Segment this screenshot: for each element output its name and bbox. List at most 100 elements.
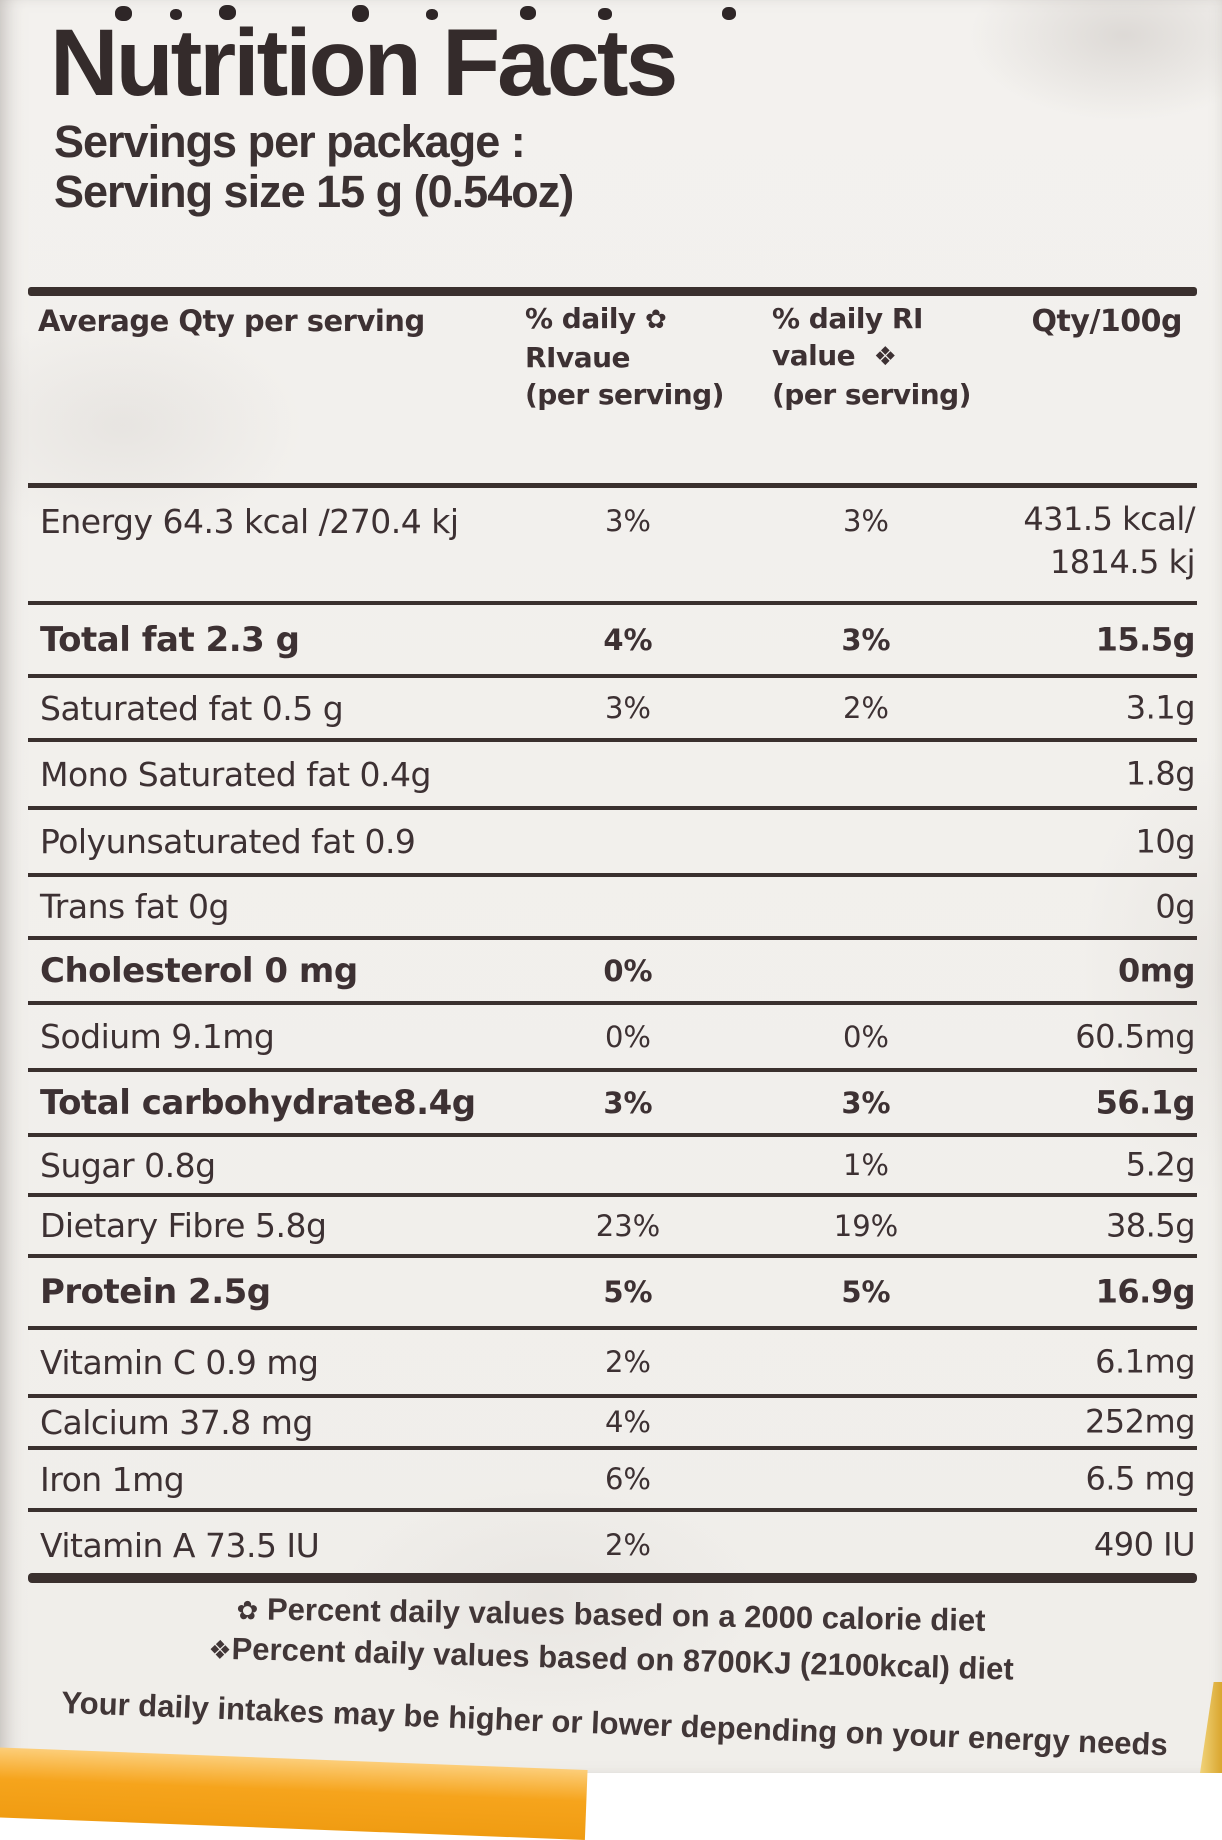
daily-ri-value-per-serving-1: 3% bbox=[603, 1085, 653, 1120]
table-row: Vitamin C 0.9 mg 2% 6.1mg bbox=[28, 1330, 1197, 1398]
nutrient-label: Cholesterol 0 mg bbox=[40, 950, 358, 991]
cropped-glyph-dot bbox=[170, 9, 182, 20]
qty-per-100g: 10g bbox=[1135, 821, 1195, 860]
qty-per-100g: 490 IU bbox=[1093, 1525, 1196, 1564]
daily-ri-value-per-serving-2: 2% bbox=[842, 691, 889, 725]
cropped-glyph-dot bbox=[520, 6, 536, 20]
daily-ri-value-per-serving-1: 4% bbox=[604, 1405, 651, 1439]
daily-ri-value-per-serving-1: 0% bbox=[603, 953, 653, 988]
nutrition-table: Energy 64.3 kcal /270.4 kj 3% 3% 431.5 kcal… bbox=[28, 483, 1197, 1578]
header-line: % daily RI bbox=[772, 302, 923, 335]
cropped-glyph-dot bbox=[352, 5, 369, 22]
table-row: Trans fat 0g 0g bbox=[28, 877, 1197, 940]
table-row: Polyunsaturated fat 0.9 10g bbox=[28, 810, 1197, 877]
daily-ri-value-per-serving-1: 2% bbox=[604, 1528, 651, 1562]
column-header-average-qty: Average Qty per serving bbox=[38, 304, 425, 338]
cropped-glyph-dot bbox=[115, 6, 132, 21]
qty-per-100g: 252mg bbox=[1084, 1402, 1196, 1441]
nutrient-label: Iron 1mg bbox=[40, 1459, 185, 1499]
qty-per-100g: 6.1mg bbox=[1095, 1342, 1195, 1381]
daily-ri-value-per-serving-2: 3% bbox=[841, 1085, 891, 1120]
column-header-daily-ri-value-2: % daily RI value ❖ (per serving) bbox=[772, 300, 971, 413]
cropped-glyph-dot bbox=[598, 8, 612, 20]
daily-ri-value-per-serving-1: 5% bbox=[603, 1275, 653, 1309]
diamond-symbol: ❖ bbox=[873, 342, 897, 372]
table-row: Iron 1mg 6% 6.5 mg bbox=[28, 1450, 1197, 1512]
daily-ri-value-per-serving-2: 3% bbox=[842, 504, 889, 538]
nutrient-label: Total carbohydrate8.4g bbox=[40, 1082, 476, 1123]
cropped-glyph-dot bbox=[722, 7, 736, 20]
daily-ri-value-per-serving-2: 1% bbox=[842, 1148, 889, 1182]
table-row: Calcium 37.8 mg 4% 252mg bbox=[28, 1398, 1197, 1450]
daily-ri-value-per-serving-1: 2% bbox=[604, 1345, 651, 1379]
package-orange-band bbox=[0, 1747, 588, 1840]
daily-ri-value-per-serving-2: 3% bbox=[841, 622, 891, 657]
cropped-glyph-dot bbox=[426, 9, 438, 20]
qty-per-100g: 0g bbox=[1155, 886, 1195, 925]
nutrient-label: Sugar 0.8g bbox=[40, 1145, 216, 1185]
table-row: Protein 2.5g 5% 5% 16.9g bbox=[28, 1258, 1197, 1330]
qty-per-100g: 3.1g bbox=[1125, 688, 1196, 727]
qty-per-100g: 0mg bbox=[1117, 950, 1196, 989]
header-line: (per serving) bbox=[525, 378, 724, 411]
label-title: Nutrition Facts bbox=[50, 10, 678, 116]
footnote-text: Percent daily values based on a 2000 cal… bbox=[266, 1591, 986, 1638]
nutrient-label: Vitamin A 73.5 IU bbox=[40, 1525, 320, 1565]
table-row: Total fat 2.3 g 4% 3% 15.5g bbox=[28, 605, 1197, 678]
header-line: % daily ✿ bbox=[525, 300, 724, 339]
header-line: (per serving) bbox=[772, 378, 971, 411]
nutrient-label: Total fat 2.3 g bbox=[40, 619, 300, 660]
qty-per-100g: 38.5g bbox=[1105, 1205, 1196, 1244]
nutrient-label: Sodium 9.1mg bbox=[40, 1017, 275, 1056]
nutrient-label: Energy 64.3 kcal /270.4 kj bbox=[40, 502, 459, 541]
header-line: RIvaue bbox=[525, 341, 631, 374]
table-row: Sodium 9.1mg 0% 0% 60.5mg bbox=[28, 1005, 1197, 1072]
footnote-text: Percent daily values based on 8700KJ (21… bbox=[231, 1631, 1015, 1687]
qty-per-100g: 5.2g bbox=[1125, 1145, 1196, 1184]
daily-ri-value-per-serving-2: 0% bbox=[842, 1019, 889, 1054]
header-text: % daily bbox=[525, 302, 636, 335]
column-header-daily-ri-value-1: % daily ✿ RIvaue (per serving) bbox=[525, 300, 724, 413]
package-gold-edge bbox=[1200, 1682, 1222, 1773]
header-text: value bbox=[772, 339, 856, 372]
flower-symbol: ✿ bbox=[236, 1596, 259, 1627]
daily-ri-value-per-serving-1: 6% bbox=[604, 1462, 651, 1496]
table-row: Cholesterol 0 mg 0% 0mg bbox=[28, 940, 1197, 1005]
table-row: Sugar 0.8g 1% 5.2g bbox=[28, 1137, 1197, 1197]
cropped-glyph-dot bbox=[219, 5, 236, 20]
servings-per-package-line: Servings per package : bbox=[54, 116, 526, 167]
qty-line-2: 1814.5 kj bbox=[1049, 543, 1196, 582]
qty-per-100g: 60.5mg bbox=[1075, 1016, 1195, 1055]
table-row: Energy 64.3 kcal /270.4 kj 3% 3% 431.5 kcal… bbox=[28, 488, 1197, 605]
flower-symbol: ✿ bbox=[644, 305, 667, 335]
footnote-daily-intakes: Your daily intakes may be higher or lowe… bbox=[60, 1684, 1169, 1763]
qty-per-100g: 15.5g bbox=[1095, 619, 1196, 658]
divider-thick-bottom bbox=[28, 1573, 1197, 1583]
daily-ri-value-per-serving-1: 3% bbox=[604, 504, 651, 538]
qty-line-1: 431.5 kcal/ bbox=[1023, 500, 1195, 538]
qty-per-100g: 56.1g bbox=[1095, 1082, 1196, 1121]
table-row: Saturated fat 0.5 g 3% 2% 3.1g bbox=[28, 678, 1197, 742]
diamond-symbol: ❖ bbox=[207, 1635, 232, 1667]
nutrient-label: Trans fat 0g bbox=[40, 887, 229, 926]
table-row: Dietary Fibre 5.8g 23% 19% 38.5g bbox=[28, 1197, 1197, 1258]
qty-per-100g: 431.5 kcal/1814.5 kj bbox=[1023, 498, 1195, 584]
qty-per-100g: 16.9g bbox=[1095, 1272, 1196, 1311]
serving-size-line: Serving size 15 g (0.54oz) bbox=[54, 166, 574, 217]
daily-ri-value-per-serving-1: 4% bbox=[603, 622, 653, 657]
qty-per-100g: 6.5 mg bbox=[1085, 1459, 1195, 1498]
header-line: value ❖ bbox=[772, 337, 971, 376]
table-row: Mono Saturated fat 0.4g 1.8g bbox=[28, 742, 1197, 810]
divider-thick-top bbox=[28, 287, 1197, 296]
nutrient-label: Protein 2.5g bbox=[40, 1272, 271, 1312]
nutrient-label: Mono Saturated fat 0.4g bbox=[40, 754, 431, 794]
column-header-qty-100g: Qty/100g bbox=[1031, 304, 1183, 339]
nutrient-label: Saturated fat 0.5 g bbox=[40, 688, 344, 728]
daily-ri-value-per-serving-1: 23% bbox=[595, 1208, 661, 1243]
table-row: Total carbohydrate8.4g 3% 3% 56.1g bbox=[28, 1072, 1197, 1137]
nutrient-label: Calcium 37.8 mg bbox=[40, 1402, 313, 1442]
nutrient-label: Vitamin C 0.9 mg bbox=[40, 1342, 319, 1382]
nutrient-label: Dietary Fibre 5.8g bbox=[40, 1206, 327, 1245]
qty-per-100g: 1.8g bbox=[1125, 754, 1196, 793]
